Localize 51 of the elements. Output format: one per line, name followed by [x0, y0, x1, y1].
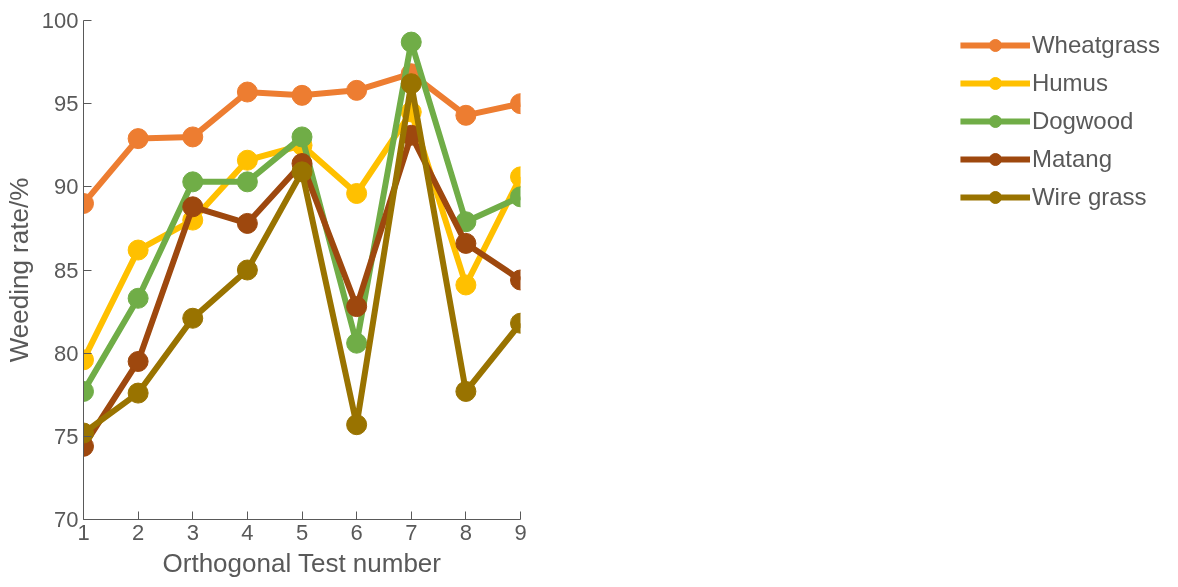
point: [400, 31, 422, 53]
point: [127, 239, 149, 261]
point: [182, 307, 204, 329]
point: [346, 296, 368, 318]
legend-label: Humus: [1031, 69, 1108, 97]
point: [182, 196, 204, 218]
point: [127, 128, 149, 150]
point: [236, 81, 258, 103]
point: [236, 149, 258, 171]
x-tick-label: 1: [77, 519, 90, 545]
x-tick-label: 2: [132, 519, 145, 545]
point: [346, 79, 368, 101]
point: [291, 126, 313, 148]
legend-label: Matang: [1031, 145, 1112, 173]
y-tick-label: 95: [54, 91, 79, 117]
x-axis-title: Orthogonal Test number: [162, 547, 442, 578]
legend-label: Dogwood: [1031, 107, 1134, 135]
x-tick-label: 3: [186, 519, 199, 545]
point: [455, 232, 477, 254]
y-tick-label: 70: [54, 507, 79, 532]
y-tick-label: 100: [41, 8, 79, 33]
point: [291, 161, 313, 183]
point: [455, 104, 477, 126]
y-tick-label: 85: [54, 257, 79, 283]
point: [346, 414, 368, 436]
point: [127, 287, 149, 309]
point: [346, 332, 368, 354]
x-tick-label: 6: [350, 519, 363, 545]
x-tick-label: 5: [295, 519, 309, 545]
point: [400, 73, 422, 95]
point: [182, 171, 204, 193]
point: [127, 351, 149, 372]
point: [236, 212, 258, 234]
point: [291, 84, 313, 106]
x-tick-label: 8: [459, 519, 473, 545]
y-tick-label: 90: [54, 174, 79, 200]
point: [236, 171, 258, 193]
point: [127, 382, 149, 404]
point: [455, 380, 477, 402]
x-tick-label: 7: [405, 519, 418, 545]
y-tick-label: 80: [54, 340, 79, 366]
point: [346, 183, 368, 204]
y-axis-title: Weeding rate/%: [3, 177, 34, 363]
x-tick-label: 4: [241, 519, 254, 545]
point: [236, 259, 258, 281]
point: [182, 126, 204, 148]
x-tick-label: 9: [514, 519, 527, 545]
legend-label: Wire grass: [1031, 183, 1147, 211]
point: [455, 274, 477, 296]
legend-label: Wheatgrass: [1031, 31, 1160, 59]
y-tick-label: 75: [54, 423, 79, 449]
